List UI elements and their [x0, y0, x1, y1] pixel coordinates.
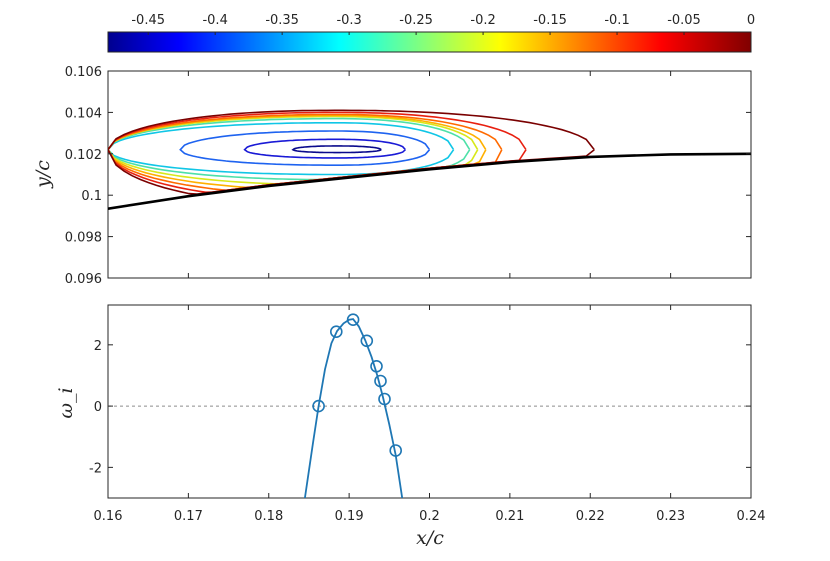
top-y-tick-label: 0.096: [65, 272, 102, 287]
bottom-x-tick-label: 0.23: [656, 509, 685, 524]
bottom-x-tick-label: 0.2: [419, 509, 440, 524]
colorbar-gradient: [107, 31, 752, 53]
bottom-y-tick-label: 2: [94, 339, 102, 354]
colorbar-tick-label: -0.25: [399, 13, 433, 28]
omega-marker: [329, 325, 343, 339]
colorbar-tick-label: -0.4: [202, 13, 227, 28]
top-y-tick-label: 0.106: [65, 65, 102, 80]
bottom-x-tick-label: 0.16: [94, 509, 123, 524]
colorbar-tick-label: -0.3: [336, 13, 361, 28]
top-y-tick-label: 0.104: [65, 106, 102, 121]
colorbar: -0.45 -0.4 -0.35 -0.3 -0.25 -0.2 -0.15 -0.1 -0.0…: [107, 13, 755, 53]
top-y-tick-label: 0.098: [65, 231, 102, 246]
omega-marker: [312, 399, 325, 413]
colorbar-tick-label: -0.45: [131, 13, 165, 28]
bottom-y-tick-label: 0: [94, 400, 102, 415]
bottom-x-tick-label: 0.19: [335, 509, 364, 524]
bottom-x-tick-label: 0.18: [254, 509, 283, 524]
colorbar-tick-label: 0: [747, 13, 755, 28]
wall-line: [108, 152, 751, 210]
top-y-axis-label: y/c: [32, 160, 54, 189]
colorbar-tick-label: -0.15: [533, 13, 567, 28]
bottom-panel: 0.16 0.17 0.18 0.19 0.2 0.21 0.22 0.23 0.24-202 …: [55, 304, 765, 549]
bottom-axes-frame: [107, 304, 752, 499]
contour-level-1: [243, 138, 406, 159]
bottom-x-tick-label: 0.17: [174, 509, 203, 524]
top-y-tick-label: 0.1: [81, 189, 102, 204]
top-panel: 0.096 0.098 0.1 0.102 0.104 0.106 y/c: [32, 65, 752, 287]
bottom-x-tick-label: 0.22: [576, 509, 605, 524]
omega-marker: [374, 374, 387, 388]
omega-marker: [346, 313, 360, 327]
colorbar-tick-label: -0.05: [667, 13, 701, 28]
top-plot-area: [108, 109, 751, 210]
colorbar-ticks: -0.45 -0.4 -0.35 -0.3 -0.25 -0.2 -0.15 -0.1 -0.0…: [131, 13, 755, 35]
bottom-x-axis-label: x/c: [416, 527, 444, 549]
bottom-x-tick-label: 0.24: [737, 509, 766, 524]
omega-marker: [389, 444, 403, 457]
bottom-y-axis-label: ω_i: [55, 387, 77, 418]
bottom-y-tick-label: -2: [89, 461, 102, 476]
bottom-x-tick-label: 0.21: [495, 509, 524, 524]
contour-level-0: [291, 145, 382, 154]
omega-marker: [360, 334, 374, 348]
colorbar-tick-label: -0.2: [470, 13, 495, 28]
omega-curve: [304, 318, 404, 498]
contour-level-2: [179, 130, 431, 166]
bottom-axis-ticks: 0.16 0.17 0.18 0.19 0.2 0.21 0.22 0.23 0.24 -2 0 2: [89, 305, 765, 524]
omega-marker: [378, 392, 391, 406]
colorbar-tick-label: -0.1: [604, 13, 629, 28]
top-axis-ticks: 0.096 0.098 0.1 0.102 0.104 0.106: [65, 65, 752, 287]
top-y-tick-label: 0.102: [65, 148, 102, 163]
contour-level-3: [108, 122, 455, 176]
bottom-plot-area: [108, 313, 751, 498]
omega-marker: [370, 359, 383, 373]
colorbar-tick-label: -0.35: [265, 13, 299, 28]
